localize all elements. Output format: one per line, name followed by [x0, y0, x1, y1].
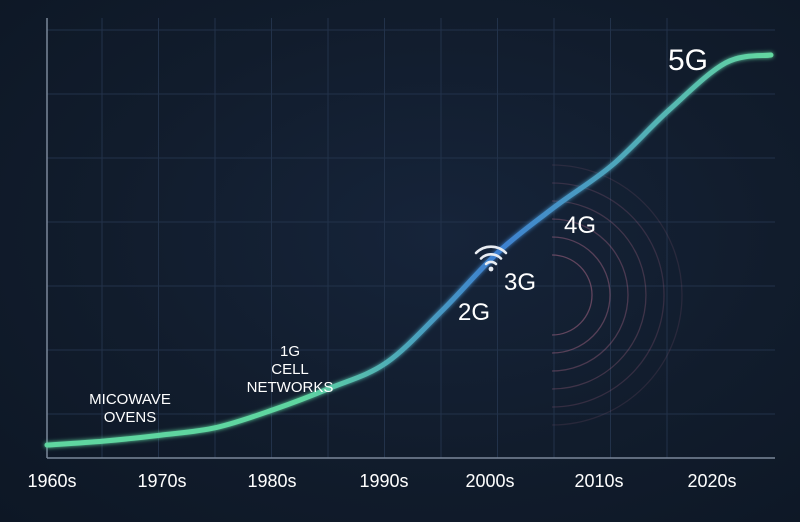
x-tick-label: 1980s [247, 471, 296, 491]
annotation-line: 2G [458, 299, 490, 326]
ripple-arc [551, 182, 665, 408]
axes [46, 18, 775, 459]
annotation-2g: 2G [458, 299, 490, 326]
series-line-path [44, 52, 774, 448]
x-tick-labels: 1960s 1970s 1980s 1990s 2000s 2010s 2020s [27, 471, 736, 491]
annotation-3g: 3G [504, 269, 536, 296]
x-tick-label: 1970s [137, 471, 186, 491]
annotation-line: OVENS [104, 409, 157, 426]
x-tick-label: 1990s [359, 471, 408, 491]
annotation-line: 5G [668, 44, 708, 77]
x-tick-label: 2020s [687, 471, 736, 491]
annotation-line: MICOWAVE [89, 391, 171, 408]
ripple-arc [551, 218, 629, 372]
annotation-line: 1G [280, 343, 300, 360]
annotation-1g: 1G CELL NETWORKS [247, 343, 334, 396]
annotation-line: CELL [271, 361, 309, 378]
x-tick-label: 2000s [465, 471, 514, 491]
ripple-arc [551, 236, 611, 354]
ripple-arc [551, 254, 593, 336]
annotation-line: NETWORKS [247, 379, 334, 396]
annotation-4g: 4G [564, 212, 596, 239]
x-tick-label: 2010s [574, 471, 623, 491]
annotation-5g: 5G [668, 44, 708, 77]
annotations: MICOWAVE OVENS 1G CELL NETWORKS 2G 3G 4G 5G [89, 44, 708, 426]
annotation-microwave: MICOWAVE OVENS [89, 391, 171, 426]
wifi-icon [474, 245, 508, 272]
signal-ripples [551, 164, 683, 426]
series-line [44, 52, 774, 448]
annotation-line: 3G [504, 269, 536, 296]
x-tick-label: 1960s [27, 471, 76, 491]
ripple-arc [551, 164, 683, 426]
grid-lines [47, 18, 775, 458]
annotation-line: 4G [564, 212, 596, 239]
ripple-arc [551, 200, 647, 390]
